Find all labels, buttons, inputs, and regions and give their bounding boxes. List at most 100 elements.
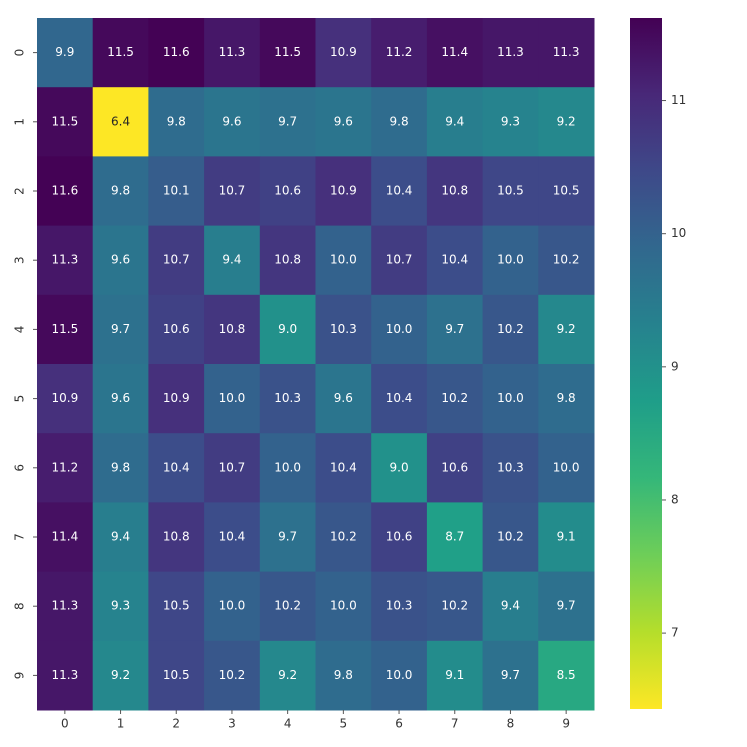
heatmap-cell [204, 225, 261, 296]
cell-label: 10.2 [497, 322, 524, 336]
heatmap-cell [259, 294, 316, 365]
cell-label: 9.6 [111, 253, 130, 267]
cell-label: 9.8 [390, 114, 409, 128]
cell-label: 9.0 [390, 460, 409, 474]
cell-label: 10.3 [274, 391, 301, 405]
cell-label: 9.4 [445, 114, 464, 128]
heatmap-cell [482, 640, 539, 711]
cell-label: 10.4 [386, 184, 413, 198]
cell-label: 9.9 [55, 45, 74, 59]
cell-label: 9.4 [222, 253, 241, 267]
cell-label: 9.6 [334, 391, 353, 405]
cell-label: 10.6 [163, 322, 190, 336]
heatmap-cell [426, 502, 484, 573]
heatmap-cell [259, 18, 316, 88]
cell-label: 9.3 [111, 599, 130, 613]
cell-label: 10.0 [386, 668, 413, 682]
cell-label: 9.3 [501, 114, 520, 128]
heatmap-cell [426, 640, 484, 711]
heatmap-cell [371, 18, 428, 88]
heatmap-cell [482, 433, 539, 503]
cell-label: 9.6 [222, 114, 241, 128]
cell-label: 9.4 [501, 599, 520, 613]
cell-label: 10.4 [441, 253, 468, 267]
y-tick-label: 7 [13, 533, 27, 541]
heatmap-cell [482, 294, 539, 365]
y-tick-label: 9 [13, 672, 27, 680]
heatmap-cell [37, 156, 94, 227]
cell-label: 10.6 [274, 184, 301, 198]
heatmap-cell [204, 502, 261, 573]
heatmap-cell [259, 87, 316, 157]
heatmap-cell [315, 640, 372, 711]
heatmap-cell [482, 502, 539, 573]
cell-label: 6.4 [111, 114, 130, 128]
cell-label: 11.4 [441, 45, 468, 59]
heatmap-cell [426, 225, 484, 296]
heatmap-cell [426, 433, 484, 503]
cell-label: 10.7 [219, 460, 246, 474]
heatmap-cell [371, 571, 428, 642]
cell-label: 10.2 [330, 530, 357, 544]
cell-label: 9.7 [278, 114, 297, 128]
cell-label: 9.7 [501, 668, 520, 682]
cell-label: 10.7 [386, 253, 413, 267]
x-tick-label: 1 [117, 717, 125, 731]
heatmap-cell [426, 87, 484, 157]
cell-label: 11.6 [51, 184, 78, 198]
cell-label: 10.5 [553, 184, 580, 198]
cell-label: 10.0 [219, 391, 246, 405]
heatmap-cell [37, 294, 94, 365]
heatmap-cell [259, 433, 316, 503]
cell-label: 9.7 [278, 530, 297, 544]
cell-label: 9.2 [278, 668, 297, 682]
y-tick-label: 2 [13, 187, 27, 195]
heatmap-cell [148, 156, 205, 227]
cell-label: 8.7 [445, 530, 464, 544]
colorbar-tick-label: 11 [671, 93, 686, 107]
heatmap-cell [538, 18, 595, 88]
y-tick-label: 8 [13, 602, 27, 610]
cell-label: 11.5 [107, 45, 134, 59]
heatmap-cell [315, 571, 372, 642]
heatmap-cell [371, 502, 428, 573]
cell-label: 10.5 [163, 599, 190, 613]
cell-label: 10.8 [441, 184, 468, 198]
cell-label: 10.7 [163, 253, 190, 267]
heatmap-cell [37, 571, 94, 642]
x-tick-label: 0 [61, 717, 69, 731]
heatmap-cell [92, 640, 149, 711]
cell-label: 11.3 [497, 45, 524, 59]
cell-label: 10.5 [497, 184, 524, 198]
heatmap-cell [204, 156, 261, 227]
cell-label: 11.5 [51, 114, 78, 128]
heatmap-cell [148, 640, 205, 711]
heatmap-cell [315, 502, 372, 573]
heatmap-cell [538, 87, 595, 157]
heatmap-cell [148, 502, 205, 573]
cell-label: 10.3 [330, 322, 357, 336]
heatmap-cell [426, 156, 484, 227]
cell-label: 11.6 [163, 45, 190, 59]
cell-label: 10.2 [274, 599, 301, 613]
cell-label: 11.3 [51, 668, 78, 682]
cell-label: 8.5 [557, 668, 576, 682]
heatmap-cell [538, 640, 595, 711]
cell-label: 10.0 [330, 599, 357, 613]
heatmap-cell [204, 87, 261, 157]
cell-label: 10.2 [441, 391, 468, 405]
cell-label: 10.0 [553, 460, 580, 474]
cell-label: 9.2 [557, 114, 576, 128]
heatmap-cell [92, 571, 149, 642]
heatmap-cell [37, 18, 94, 88]
heatmap-cell [148, 571, 205, 642]
cell-label: 10.4 [386, 391, 413, 405]
heatmap-cell [482, 364, 539, 434]
heatmap-cell [538, 225, 595, 296]
heatmap-cell [37, 87, 94, 157]
heatmap-cell [259, 571, 316, 642]
heatmap-cell [148, 433, 205, 503]
cell-label: 10.3 [386, 599, 413, 613]
heatmap-cell [204, 571, 261, 642]
heatmap-cell [259, 640, 316, 711]
